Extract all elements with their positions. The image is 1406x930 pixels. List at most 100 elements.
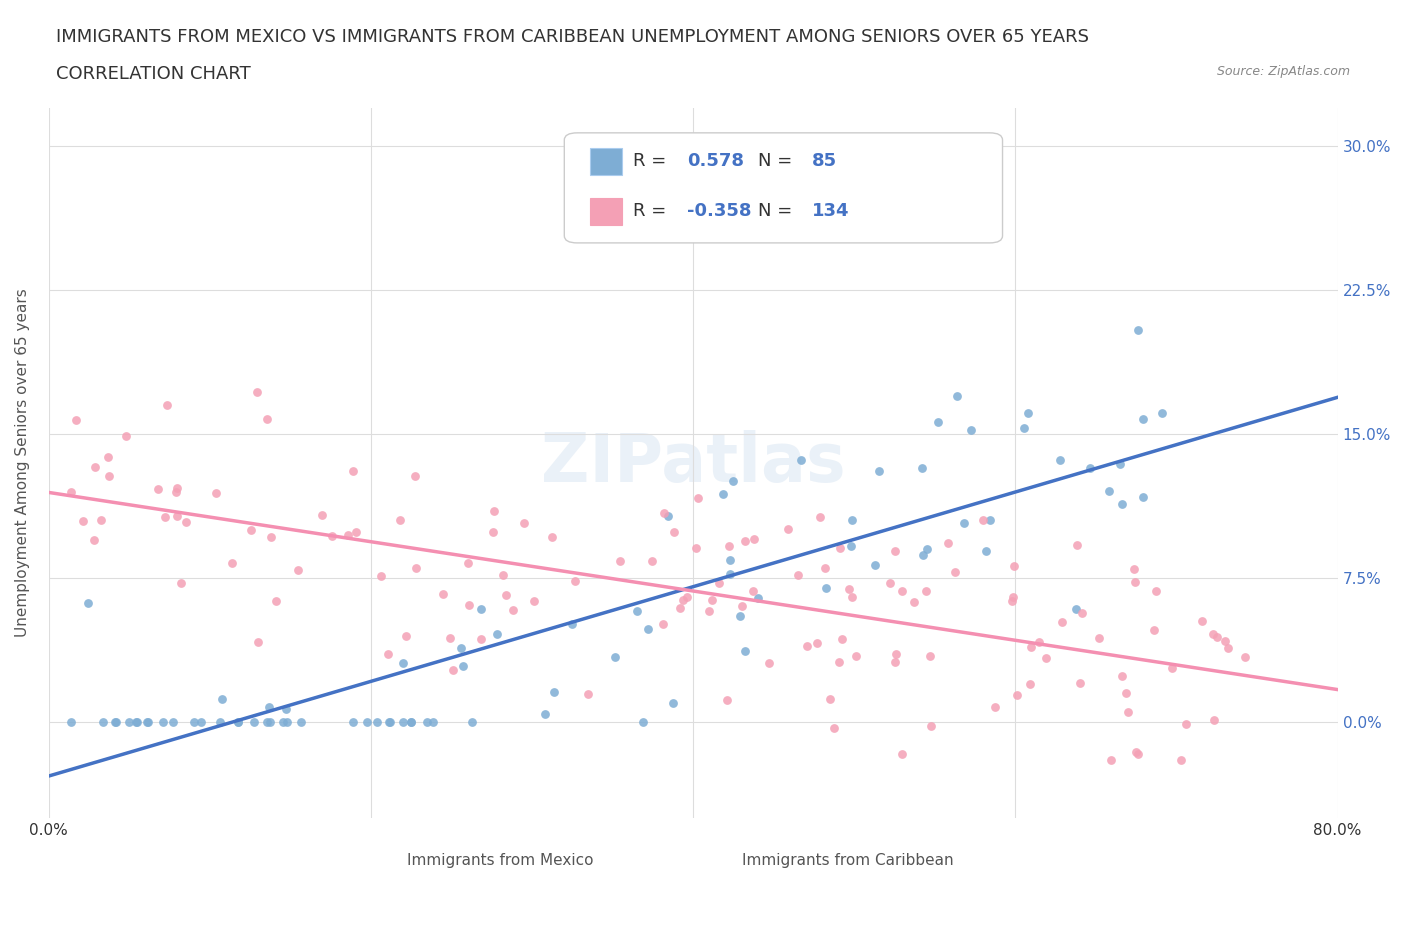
Point xyxy=(342,463,364,478)
Point xyxy=(543,684,565,699)
Point xyxy=(631,714,654,729)
Point xyxy=(311,508,333,523)
Point xyxy=(342,714,364,729)
Point xyxy=(814,560,837,575)
Point xyxy=(652,506,675,521)
Point xyxy=(1132,489,1154,504)
Point xyxy=(820,692,842,707)
Point xyxy=(1206,630,1229,644)
Point xyxy=(734,534,756,549)
Point xyxy=(1005,687,1028,702)
Point xyxy=(457,556,479,571)
Point xyxy=(378,714,401,729)
Point xyxy=(1001,593,1024,608)
Point xyxy=(90,512,112,527)
Point xyxy=(260,530,283,545)
Point xyxy=(127,714,149,729)
Point xyxy=(823,721,845,736)
Point xyxy=(787,567,810,582)
Point xyxy=(432,587,454,602)
Point xyxy=(974,543,997,558)
FancyBboxPatch shape xyxy=(591,198,623,225)
Point xyxy=(651,617,673,631)
FancyBboxPatch shape xyxy=(364,851,388,871)
Point xyxy=(838,581,860,596)
Point xyxy=(831,631,853,646)
Point xyxy=(883,543,905,558)
Point xyxy=(1098,484,1121,498)
Point xyxy=(1049,453,1071,468)
Point xyxy=(370,569,392,584)
Text: N =: N = xyxy=(758,153,797,170)
Point xyxy=(470,602,492,617)
Point xyxy=(865,557,887,572)
Text: N =: N = xyxy=(758,202,797,220)
Point xyxy=(405,561,427,576)
Point xyxy=(1069,675,1091,690)
Point xyxy=(246,634,269,649)
Point xyxy=(845,648,868,663)
Point xyxy=(731,598,754,613)
Point xyxy=(344,525,367,539)
Point xyxy=(943,565,966,579)
Point xyxy=(661,696,683,711)
Point xyxy=(699,604,721,618)
Point xyxy=(688,490,710,505)
Point xyxy=(841,513,863,528)
Point xyxy=(796,638,818,653)
Point xyxy=(912,548,935,563)
Point xyxy=(392,655,415,670)
Point xyxy=(952,515,974,530)
Point xyxy=(758,656,780,671)
Point xyxy=(626,604,648,618)
Point xyxy=(1111,497,1133,512)
Point xyxy=(672,592,695,607)
Point xyxy=(776,522,799,537)
Point xyxy=(1143,622,1166,637)
Point xyxy=(1017,405,1039,420)
Point xyxy=(1078,460,1101,475)
Point xyxy=(256,714,278,729)
Point xyxy=(945,389,967,404)
Point xyxy=(1118,704,1140,719)
Point xyxy=(105,714,128,729)
Text: Source: ZipAtlas.com: Source: ZipAtlas.com xyxy=(1216,65,1350,78)
Point xyxy=(1014,420,1036,435)
Point xyxy=(1160,660,1182,675)
Point xyxy=(728,609,751,624)
Point xyxy=(841,589,863,604)
Point xyxy=(1123,562,1146,577)
Text: 134: 134 xyxy=(811,202,849,220)
Point xyxy=(1175,717,1198,732)
Point xyxy=(883,654,905,669)
Point xyxy=(1128,747,1150,762)
Point xyxy=(72,513,94,528)
Point xyxy=(415,714,437,729)
Point xyxy=(226,714,249,729)
Point xyxy=(115,429,138,444)
Point xyxy=(685,540,707,555)
Point xyxy=(1191,614,1213,629)
Point xyxy=(911,460,934,475)
Point xyxy=(513,516,536,531)
Point xyxy=(422,714,444,729)
Point xyxy=(1115,685,1137,700)
Point xyxy=(226,714,249,729)
Point xyxy=(153,510,176,525)
FancyBboxPatch shape xyxy=(591,149,623,176)
Point xyxy=(1001,589,1024,604)
Point xyxy=(366,714,388,729)
Point xyxy=(190,714,212,729)
Point xyxy=(399,714,422,729)
Point xyxy=(401,714,423,729)
Point xyxy=(718,553,741,568)
Point xyxy=(388,512,411,527)
Point xyxy=(979,512,1001,527)
Point xyxy=(960,422,983,437)
Point xyxy=(148,482,170,497)
Point xyxy=(404,469,426,484)
Point xyxy=(484,503,506,518)
Point xyxy=(59,714,82,729)
Point xyxy=(1087,631,1109,646)
Point xyxy=(1028,635,1050,650)
